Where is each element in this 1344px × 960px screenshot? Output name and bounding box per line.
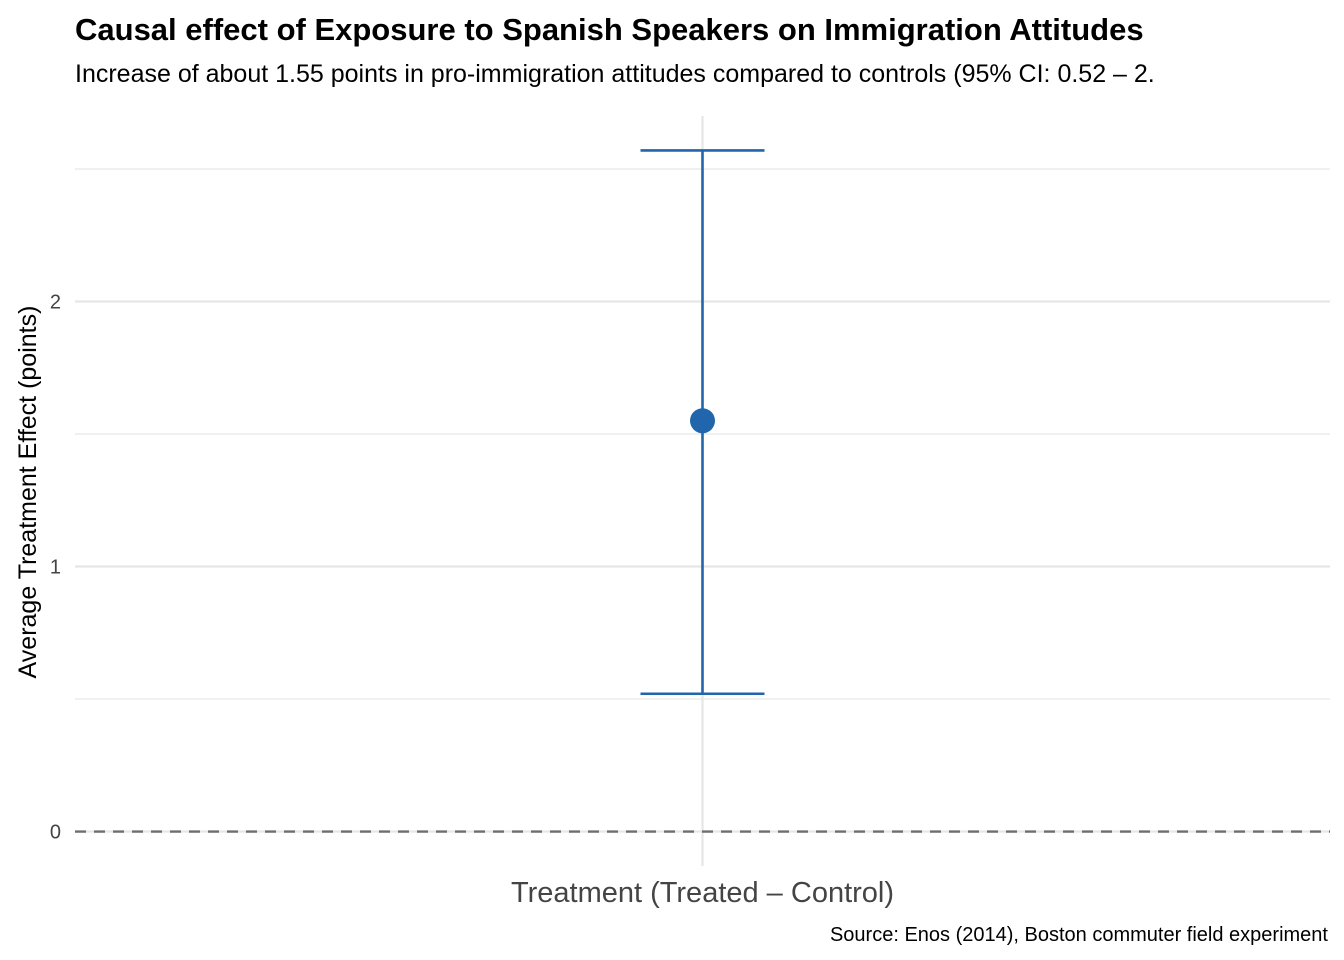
y-axis-label: Average Treatment Effect (points) bbox=[14, 306, 42, 679]
chart-subtitle: Increase of about 1.55 points in pro-imm… bbox=[75, 60, 1155, 88]
point-estimate bbox=[690, 408, 715, 434]
data-marks bbox=[640, 149, 765, 696]
x-tick-label: Treatment (Treated – Control) bbox=[511, 877, 894, 909]
chart-title: Causal effect of Exposure to Spanish Spe… bbox=[75, 12, 1144, 47]
y-axis-ticks: 0 1 2 bbox=[50, 292, 61, 844]
x-axis-ticks: Treatment (Treated – Control) bbox=[511, 877, 894, 909]
chart-caption: Source: Enos (2014), Boston commuter fie… bbox=[830, 924, 1328, 946]
y-tick-label: 0 bbox=[50, 822, 61, 844]
y-tick-label: 1 bbox=[50, 557, 61, 579]
y-tick-label: 2 bbox=[50, 292, 61, 314]
